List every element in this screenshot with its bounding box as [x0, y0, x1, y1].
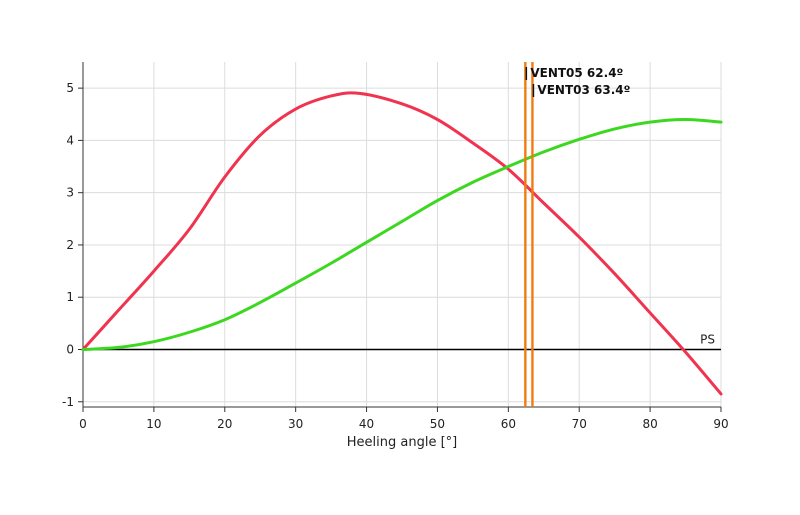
x-tick-label: 10 — [146, 417, 161, 431]
y-tick-label: 1 — [66, 290, 74, 304]
x-tick-label: 30 — [288, 417, 303, 431]
x-tick-label: 80 — [642, 417, 657, 431]
series-line-2 — [81, 118, 723, 351]
marker-label: VENT05 62.4º — [530, 66, 623, 80]
x-tick-label: 20 — [217, 417, 232, 431]
grid — [83, 62, 722, 407]
y-tick-label: 4 — [66, 133, 74, 147]
y-tick-label: 3 — [66, 186, 74, 200]
x-tick-label: 60 — [501, 417, 516, 431]
y-tick-label: 5 — [66, 81, 74, 95]
x-tick-label: 70 — [572, 417, 587, 431]
x-tick-label: 90 — [713, 417, 728, 431]
y-tick-label: 2 — [66, 238, 74, 252]
labels: PS VENT05 62.4º VENT03 63.4º — [525, 66, 715, 347]
y-tick-label: -1 — [62, 395, 74, 409]
marker-label: VENT03 63.4º — [537, 83, 630, 97]
axes: 0 10 20 30 40 50 60 70 80 90 -1 0 1 2 3 4 5 — [62, 62, 729, 431]
x-tick-label: 50 — [430, 417, 445, 431]
ps-label: PS — [700, 333, 715, 347]
x-axis-title: Heeling angle [°] — [347, 435, 457, 450]
y-tick-label: 0 — [66, 343, 74, 357]
series-line-1 — [81, 91, 723, 396]
x-tick-label: 0 — [79, 417, 87, 431]
x-tick-label: 40 — [359, 417, 374, 431]
series-lines — [81, 91, 723, 396]
marker-lines — [524, 62, 534, 407]
